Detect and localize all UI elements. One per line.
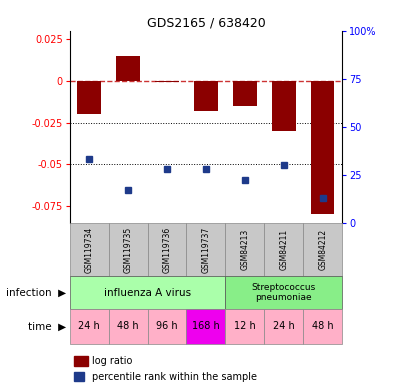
FancyBboxPatch shape	[109, 223, 148, 276]
Text: influenza A virus: influenza A virus	[104, 288, 191, 298]
FancyBboxPatch shape	[225, 309, 264, 344]
FancyBboxPatch shape	[303, 309, 342, 344]
FancyBboxPatch shape	[148, 309, 187, 344]
Text: GSM119735: GSM119735	[123, 227, 133, 273]
FancyBboxPatch shape	[264, 223, 303, 276]
FancyBboxPatch shape	[303, 223, 342, 276]
Bar	[155, 81, 179, 83]
Text: GSM119737: GSM119737	[201, 227, 211, 273]
Text: GSM84212: GSM84212	[318, 229, 327, 270]
Text: 96 h: 96 h	[156, 321, 178, 331]
Bar	[78, 81, 101, 114]
Text: percentile rank within the sample: percentile rank within the sample	[92, 372, 257, 382]
Text: 48 h: 48 h	[312, 321, 334, 331]
Text: GSM84211: GSM84211	[279, 229, 289, 270]
Text: 48 h: 48 h	[117, 321, 139, 331]
FancyBboxPatch shape	[70, 309, 109, 344]
FancyBboxPatch shape	[187, 309, 225, 344]
Title: GDS2165 / 638420: GDS2165 / 638420	[146, 17, 265, 30]
Bar	[233, 81, 257, 106]
Text: 24 h: 24 h	[78, 321, 100, 331]
FancyBboxPatch shape	[225, 223, 264, 276]
FancyBboxPatch shape	[109, 309, 148, 344]
FancyBboxPatch shape	[70, 223, 109, 276]
Bar	[272, 81, 296, 131]
Text: Streptococcus
pneumoniae: Streptococcus pneumoniae	[252, 283, 316, 303]
Text: GSM119734: GSM119734	[85, 227, 94, 273]
Text: 24 h: 24 h	[273, 321, 295, 331]
Text: GSM84213: GSM84213	[240, 229, 250, 270]
Bar	[311, 81, 334, 214]
Bar	[116, 56, 140, 81]
Text: infection  ▶: infection ▶	[6, 288, 66, 298]
Text: time  ▶: time ▶	[27, 321, 66, 331]
FancyBboxPatch shape	[70, 276, 225, 309]
FancyBboxPatch shape	[225, 276, 342, 309]
Bar	[194, 81, 218, 111]
Text: GSM119736: GSM119736	[162, 227, 172, 273]
Text: log ratio: log ratio	[92, 356, 132, 366]
Text: 168 h: 168 h	[192, 321, 220, 331]
FancyBboxPatch shape	[187, 223, 225, 276]
FancyBboxPatch shape	[148, 223, 187, 276]
FancyBboxPatch shape	[264, 309, 303, 344]
Text: 12 h: 12 h	[234, 321, 256, 331]
